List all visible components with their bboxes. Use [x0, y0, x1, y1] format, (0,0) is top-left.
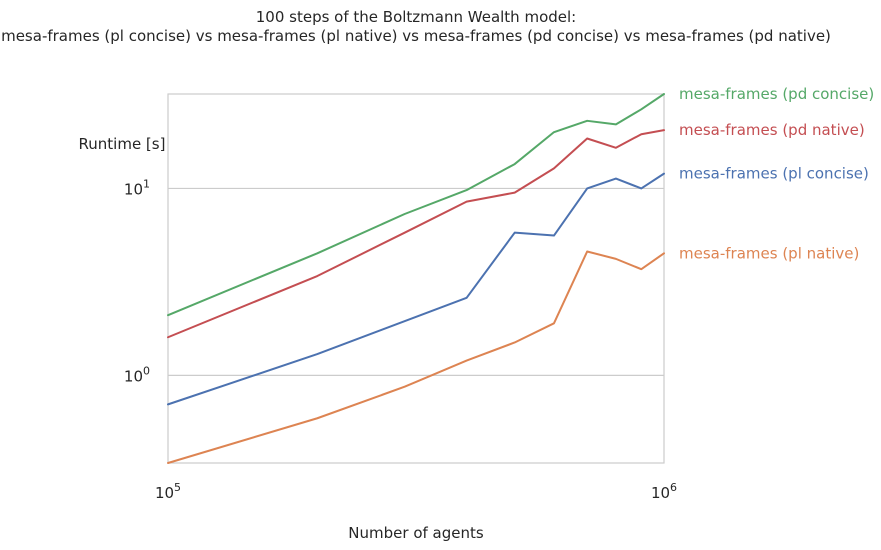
series-label-mesa-frames-pl-concise: mesa-frames (pl concise) — [679, 165, 869, 183]
grid-layer — [168, 187, 664, 377]
series-label-mesa-frames-pl-native: mesa-frames (pl native) — [679, 244, 859, 262]
plot-frame — [167, 93, 665, 464]
y-tick-label: 100 — [124, 364, 150, 385]
y-axis-label: Runtime [s] — [79, 135, 166, 153]
series-line-mesa-frames-pd-native — [167, 129, 665, 339]
series-label-mesa-frames-pd-concise: mesa-frames (pd concise) — [679, 85, 874, 103]
x-tick-label: 106 — [651, 481, 677, 502]
series-layer — [167, 93, 665, 464]
series-label-layer: mesa-frames (pl concise) mesa-frames (pl … — [679, 85, 874, 262]
x-axis-label: Number of agents — [348, 524, 484, 542]
chart-title-line-1: 100 steps of the Boltzmann Wealth model: — [256, 8, 576, 26]
series-line-mesa-frames-pd-concise — [167, 93, 665, 317]
x-tick-label: 105 — [155, 481, 181, 502]
y-tick-label: 101 — [124, 177, 150, 198]
series-line-mesa-frames-pl-native — [167, 250, 665, 464]
series-line-mesa-frames-pl-concise — [167, 172, 665, 406]
series-label-mesa-frames-pd-native: mesa-frames (pd native) — [679, 121, 865, 139]
tick-layer: 100 101 105 106 — [124, 177, 677, 502]
chart-title-line-2: mesa-frames (pl concise) vs mesa-frames … — [1, 27, 831, 45]
